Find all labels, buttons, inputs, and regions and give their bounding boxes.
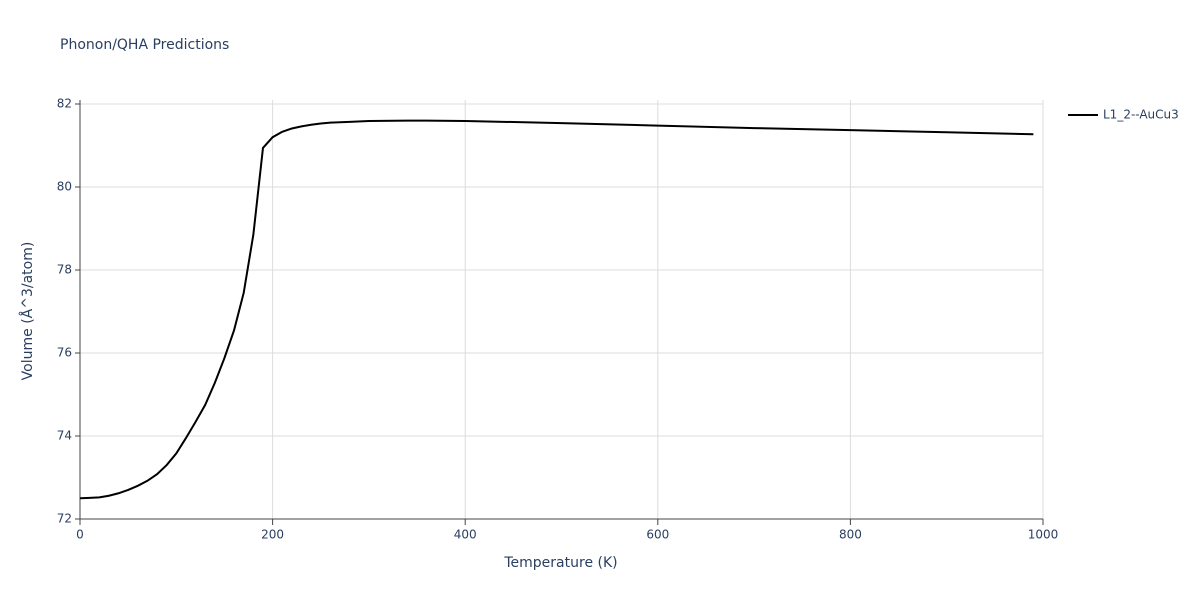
y-tick-label: 80 [57,180,72,194]
x-tick-label: 600 [646,528,669,542]
x-tick-label: 0 [76,528,84,542]
legend-label: L1_2--AuCu3 [1103,108,1179,122]
chart-title: Phonon/QHA Predictions [60,37,229,53]
x-tick-label: 800 [839,528,862,542]
series-line [79,119,1034,500]
y-tick-label: 72 [57,512,72,526]
x-tick-label: 1000 [1028,528,1059,542]
y-tick-label: 82 [57,97,72,111]
x-axis-title: Temperature (K) [503,555,617,571]
y-tick-label: 74 [57,429,72,443]
x-tick-label: 200 [261,528,284,542]
y-tick-label: 76 [57,346,72,360]
y-axis-title: Volume (Å^3/atom) [19,242,36,381]
y-tick-label: 78 [57,263,72,277]
x-tick-label: 400 [454,528,477,542]
